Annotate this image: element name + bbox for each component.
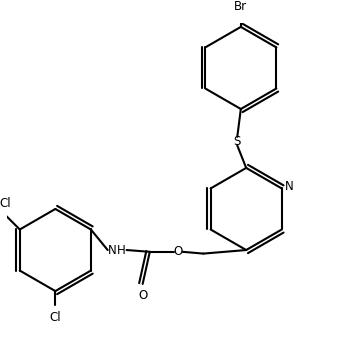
Text: N: N [285,180,293,193]
Text: Cl: Cl [50,311,61,324]
Text: N: N [108,243,117,257]
Text: Br: Br [234,0,248,12]
Text: H: H [117,243,126,257]
Text: O: O [138,289,147,302]
Text: S: S [234,135,241,148]
Text: O: O [174,245,183,258]
Text: Cl: Cl [0,197,11,210]
